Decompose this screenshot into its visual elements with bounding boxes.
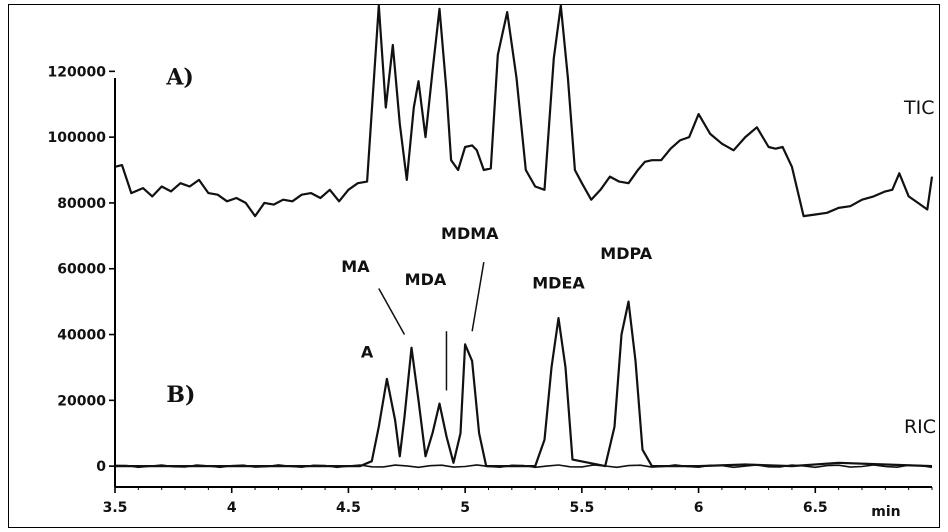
peak-label-a: A [361, 343, 374, 362]
x-tick-label: 5.5 [569, 500, 594, 516]
x-tick-label: 5 [460, 500, 470, 516]
y-tick-label: 20000 [57, 393, 106, 409]
series-label-tic: TIC [903, 97, 934, 119]
x-tick-label: 6.5 [803, 500, 828, 516]
y-tick-label: 80000 [57, 196, 106, 212]
y-tick-label: 40000 [57, 328, 106, 344]
panel-label: B) [166, 382, 195, 408]
y-tick-label: 0 [96, 459, 106, 475]
peak-label-mdpa: MDPA [600, 244, 652, 263]
peak-leader-line [378, 288, 406, 335]
y-tick-label: 120000 [48, 64, 107, 80]
peak-leader-line [471, 262, 485, 332]
panel-label: A) [165, 65, 193, 91]
peak-label-mda: MDA [405, 270, 447, 289]
ric-baseline-trace [114, 464, 933, 469]
series-line-tic [114, 4, 934, 218]
x-tick-label: 4 [227, 500, 237, 516]
series-label-ric: RIC [904, 416, 936, 438]
peak-label-ma: MA [341, 257, 370, 276]
peak-label-mdma: MDMA [441, 224, 499, 243]
chart-frame [8, 4, 940, 528]
x-tick-label: 4.5 [336, 500, 361, 516]
x-tick-label: 3.5 [103, 500, 128, 516]
x-tick-label: 6 [694, 500, 704, 516]
peak-label-mdea: MDEA [532, 273, 585, 292]
y-tick-label: 60000 [57, 262, 106, 278]
y-tick-label: 100000 [48, 130, 107, 146]
x-unit-label: min [871, 504, 900, 520]
series-line-ric [115, 300, 933, 468]
